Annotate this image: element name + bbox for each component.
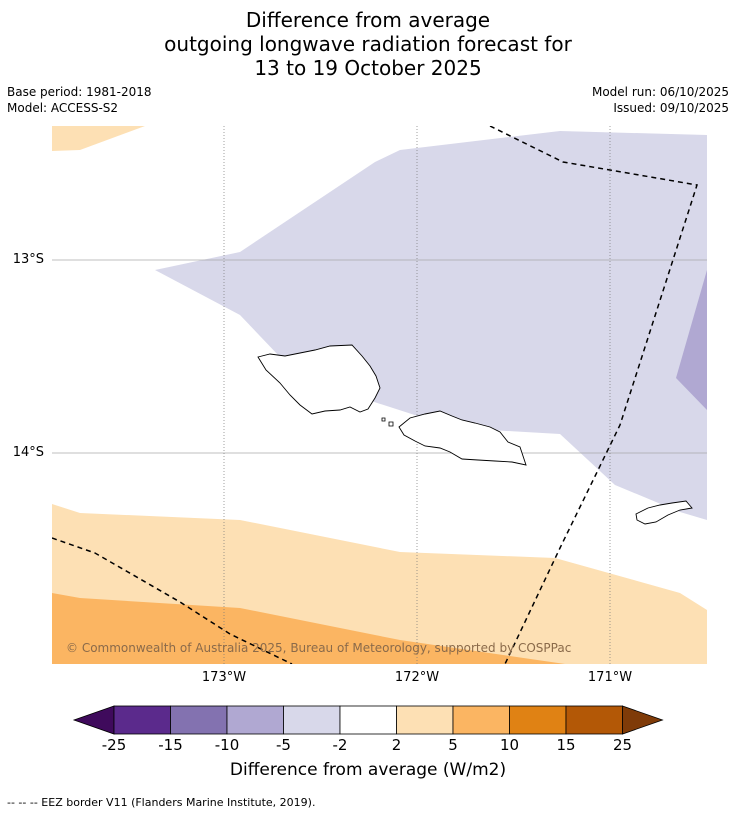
colorbar-segment [113,705,171,735]
copyright-notice: © Commonwealth of Australia 2025, Bureau… [66,641,572,655]
colorbar-segment [170,705,228,735]
colorbar-tick-label: -15 [158,736,183,754]
olr-region-light-purple [155,131,707,520]
colorbar-tick-label: -25 [101,736,127,754]
colorbar-tick-label: 2 [391,736,402,754]
colorbar-tick-label: 5 [448,736,458,754]
colorbar-tick-label: 15 [556,736,576,754]
olr-region-orange [52,593,565,664]
colorbar-tick-label: -2 [332,736,348,754]
colorbar-segment [565,705,623,735]
colorbar-segment [452,705,510,735]
lat-label-14s: 14°S [12,445,44,460]
colorbar-label: Difference from average (W/m2) [229,760,507,780]
island-apolima [388,421,394,427]
map-panel [52,126,707,664]
colorbar-arrow-high [622,705,664,735]
island-upolu [398,410,527,466]
island-manono [381,417,386,422]
lon-label-173w: 173°W [201,670,247,685]
island-savaii [257,344,381,415]
model-name: Model: ACCESS-S2 [7,101,119,115]
colorbar-tick-label: -5 [276,736,291,754]
colorbar [72,705,664,735]
colorbar-tick-label: 10 [499,736,520,754]
eez-border-east [489,126,698,664]
colorbar-segment [283,705,341,735]
colorbar-tick-label: -10 [214,736,240,754]
lon-label-172w: 172°W [394,670,440,685]
olr-region-light-orange-top [52,126,145,151]
eez-footnote: -- -- -- EEZ border V11 (Flanders Marine… [7,796,316,809]
island-tutuila [635,500,693,525]
colorbar-segment [339,705,397,735]
colorbar-tick-label: 25 [612,736,633,754]
colorbar-arrow-low [72,705,115,735]
lat-label-13s: 13°S [12,252,44,267]
meta-left: Base period: 1981-2018 Model: ACCESS-S2 [7,84,152,116]
title-line-1: Difference from average [245,8,491,32]
colorbar-segment [226,705,284,735]
colorbar-segment [509,705,567,735]
meta-right: Model run: 06/10/2025 Issued: 09/10/2025 [592,84,729,116]
colorbar-segment [396,705,454,735]
title-line-3: 13 to 19 October 2025 [254,56,482,80]
eez-border-southwest [52,537,293,664]
base-period: Base period: 1981-2018 [7,85,152,99]
issued-date: Issued: 09/10/2025 [613,101,729,115]
chart-title: Difference from average outgoing longwav… [0,8,736,80]
model-run: Model run: 06/10/2025 [591,85,729,99]
title-line-2: outgoing longwave radiation forecast for [164,32,572,56]
lon-label-171w: 171°W [587,670,633,685]
olr-region-medium-purple [676,270,707,410]
